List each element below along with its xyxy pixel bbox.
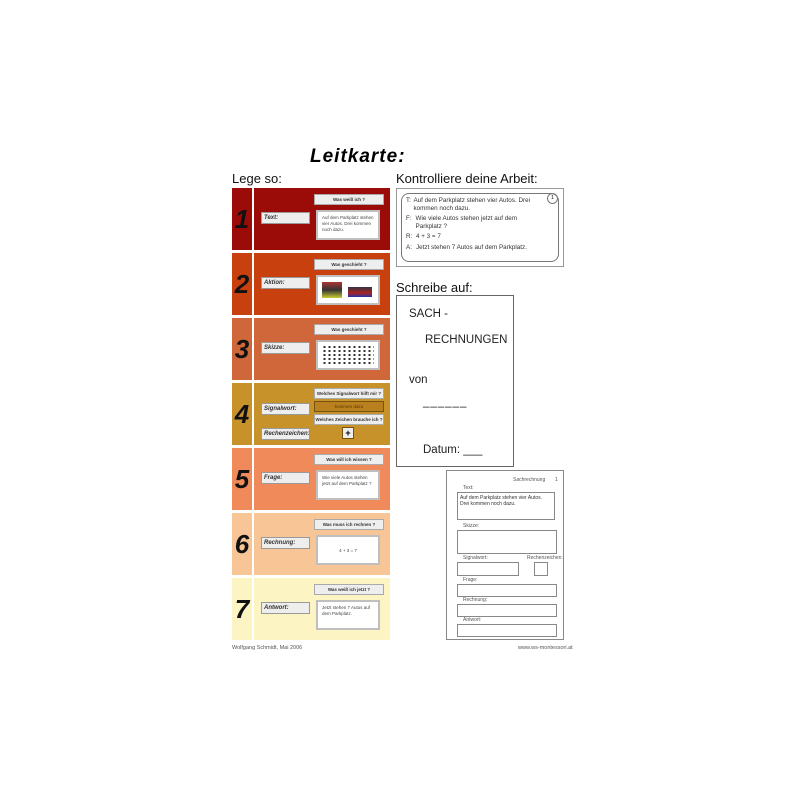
frage-field[interactable] [457, 584, 557, 597]
left-heading: Lege so: [232, 171, 282, 186]
step-row: 4 Signalwort: Rechenzeichen: Welches Sig… [232, 383, 390, 445]
step-row: 3 Skizze: Was geschieht ? [232, 318, 390, 380]
step-answer: 4 + 3 = 7 [316, 535, 380, 565]
step-label-2: Rechenzeichen: [261, 428, 310, 440]
step-label: Text: [261, 212, 310, 224]
cover-von: von [409, 374, 428, 386]
worksheet: Sachrechnung 1 Text: Auf dem Parkplatz s… [446, 470, 564, 640]
step-number: 2 [232, 253, 254, 315]
step-label: Rechnung: [261, 537, 310, 549]
step-row: 5 Frage: Was will ich wissen ? Wie viele… [232, 448, 390, 510]
step-question: Was geschieht ? [314, 324, 384, 335]
step-number: 3 [232, 318, 254, 380]
card-number-badge: 1 [547, 193, 558, 204]
check-lines: T: Auf dem Parkplatz stehen vier Autos. D… [406, 197, 544, 254]
name-line: ______ [423, 396, 468, 408]
step-answer: Wie viele Autos stehen jetzt auf dem Par… [316, 470, 380, 500]
check-key: A: [406, 243, 412, 251]
check-text: Auf dem Parkplatz stehen vier Autos. Dre… [413, 197, 531, 212]
step-label: Antwort: [261, 602, 310, 614]
step-answer [316, 340, 380, 370]
check-text: Jetzt stehen 7 Autos auf dem Parkplatz. [416, 243, 527, 251]
step-question-2: Welches Zeichen brauche ich ? [314, 414, 384, 425]
check-line: T: Auf dem Parkplatz stehen vier Autos. D… [406, 197, 544, 212]
text-label: Text: [463, 485, 474, 491]
step-number: 1 [232, 188, 254, 250]
rechenzeichen-label: Rechenzeichen: [527, 555, 563, 561]
step-row: 7 Antwort: Was weiß ich jetzt ? Jetzt st… [232, 578, 390, 640]
skizze-label: Skizze: [463, 523, 480, 529]
check-line: F: Wie viele Autos stehen jetzt auf dem P… [406, 215, 544, 230]
cover-title-1: SACH - [409, 308, 448, 320]
sketch-image [322, 345, 374, 365]
url-footer: www.ws-montessori.at [518, 645, 573, 651]
step-label: Skizze: [261, 342, 310, 354]
check-text: 4 + 3 = 7 [416, 233, 441, 240]
step-label: Aktion: [261, 277, 310, 289]
cover-sheet: SACH - RECHNUNGEN von ______ Datum: ___ [396, 295, 514, 467]
step-label: Frage: [261, 472, 310, 484]
step-question: Was muss ich rechnen ? [314, 519, 384, 530]
check-card: 1 T: Auf dem Parkplatz stehen vier Autos.… [396, 188, 564, 267]
check-line: R: 4 + 3 = 7 [406, 233, 544, 241]
plus-sign: + [342, 427, 354, 439]
worksheet-page: 1 [555, 477, 558, 483]
rechnung-label: Rechnung: [463, 597, 488, 603]
step-answer: kommen dazu [314, 401, 384, 412]
text-field[interactable]: Auf dem Parkplatz stehen vier Autos. Dre… [457, 492, 555, 520]
signalwort-label: Signalwort: [463, 555, 488, 561]
step-answer [316, 275, 380, 305]
step-number: 5 [232, 448, 254, 510]
step-question: Was will ich wissen ? [314, 454, 384, 465]
check-key: R: [406, 233, 413, 240]
cars-image [322, 282, 374, 298]
antwort-field[interactable] [457, 624, 557, 637]
step-question: Was weiß ich jetzt ? [314, 584, 384, 595]
step-label: Signalwort: [261, 403, 310, 415]
rechnung-field[interactable] [457, 604, 557, 617]
rechenzeichen-field[interactable] [534, 562, 548, 576]
step-question: Was geschieht ? [314, 259, 384, 270]
check-text: Wie viele Autos stehen jetzt auf dem Par… [415, 215, 518, 230]
antwort-label: Antwort: [463, 617, 482, 623]
signalwort-field[interactable] [457, 562, 519, 576]
frage-label: Frage: [463, 577, 478, 583]
author-footer: Wolfgang Schmidt, Mai 2006 [232, 645, 303, 651]
date-line: Datum: ___ [423, 444, 483, 456]
step-row: 6 Rechnung: Was muss ich rechnen ? 4 + 3… [232, 513, 390, 575]
step-answer: Jetzt stehen 7 Autos auf dem Parkplatz. [316, 600, 380, 630]
check-line: A: Jetzt stehen 7 Autos auf dem Parkplatz… [406, 244, 544, 252]
step-row: 2 Aktion: Was geschieht ? [232, 253, 390, 315]
worksheet-header: Sachrechnung [513, 477, 546, 483]
step-question: Was weiß ich ? [314, 194, 384, 205]
step-row: 1 Text: Was weiß ich ? Auf dem Parkplatz… [232, 188, 390, 250]
write-heading: Schreibe auf: [396, 280, 473, 295]
step-number: 6 [232, 513, 254, 575]
check-key: F: [406, 215, 412, 222]
skizze-field[interactable] [457, 530, 557, 554]
check-heading: Kontrolliere deine Arbeit: [396, 171, 538, 186]
step-number: 4 [232, 383, 254, 445]
page-title: Leitkarte: [310, 146, 406, 167]
cover-title-2: RECHNUNGEN [425, 334, 508, 346]
step-number: 7 [232, 578, 254, 640]
step-question: Welches Signalwort hilft mir ? [314, 388, 384, 399]
step-answer: Auf dem Parkplatz stehen vier Autos. Dre… [316, 210, 380, 240]
check-key: T: [406, 197, 411, 204]
